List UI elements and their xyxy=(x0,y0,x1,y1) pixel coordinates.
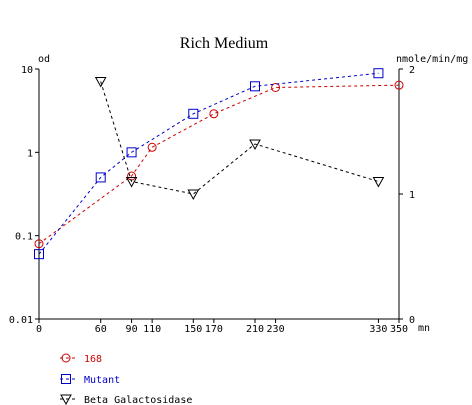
x-axis-label: mn xyxy=(418,323,430,334)
data-point xyxy=(34,239,44,249)
x-tick-label: 170 xyxy=(205,324,223,335)
legend: 168 Mutant Beta Galactosidase xyxy=(60,353,192,405)
y-left-axis-label: od xyxy=(38,54,50,65)
x-tick-label: 110 xyxy=(143,324,161,335)
chart-title: Rich Medium xyxy=(180,35,269,52)
legend-label: Mutant xyxy=(84,375,120,386)
y-left-tick-label: 10 xyxy=(21,65,33,76)
x-tick-label: 210 xyxy=(246,324,264,335)
legend-marker xyxy=(61,353,71,363)
data-point xyxy=(209,109,219,119)
x-tick-label: 330 xyxy=(369,324,387,335)
series-1 xyxy=(34,68,384,260)
data-point xyxy=(394,80,404,90)
x-tick-label: 230 xyxy=(267,324,285,335)
x-tick-label: 150 xyxy=(184,324,202,335)
series-line xyxy=(38,84,400,245)
y-right-tick-label: 2 xyxy=(409,65,415,76)
y-left-tick-label: 0.01 xyxy=(9,315,33,326)
data-point xyxy=(250,81,260,92)
data-point xyxy=(34,249,44,260)
data-point xyxy=(372,177,385,188)
legend-label: Beta Galactosidase xyxy=(84,395,192,405)
data-point xyxy=(373,68,384,79)
series-2 xyxy=(94,77,385,201)
x-tick-label: 0 xyxy=(36,324,42,335)
y-right-axis-label: nmole/min/mg xyxy=(396,54,468,65)
data-point xyxy=(147,142,157,152)
series-line xyxy=(100,81,379,195)
series-0 xyxy=(34,80,404,249)
data-point xyxy=(249,139,261,151)
y-left-tick-label: 1 xyxy=(27,148,33,159)
data-point xyxy=(188,108,199,119)
y-left-tick-label: 0.1 xyxy=(15,232,33,243)
series-line xyxy=(38,72,379,255)
data-point xyxy=(94,77,107,88)
data-point xyxy=(95,172,106,183)
legend-marker xyxy=(60,394,72,405)
data-point xyxy=(187,189,200,201)
y-right-tick-label: 0 xyxy=(409,315,415,326)
legend-label: 168 xyxy=(84,354,102,365)
data-point xyxy=(125,177,138,188)
legend-marker xyxy=(61,374,71,384)
y-right-tick-label: 1 xyxy=(409,190,415,201)
data-point xyxy=(271,82,281,92)
x-tick-label: 90 xyxy=(126,324,138,335)
data-point xyxy=(126,147,137,158)
x-tick-label: 350 xyxy=(390,324,408,335)
series-layer xyxy=(34,68,404,260)
x-tick-label: 60 xyxy=(95,324,107,335)
